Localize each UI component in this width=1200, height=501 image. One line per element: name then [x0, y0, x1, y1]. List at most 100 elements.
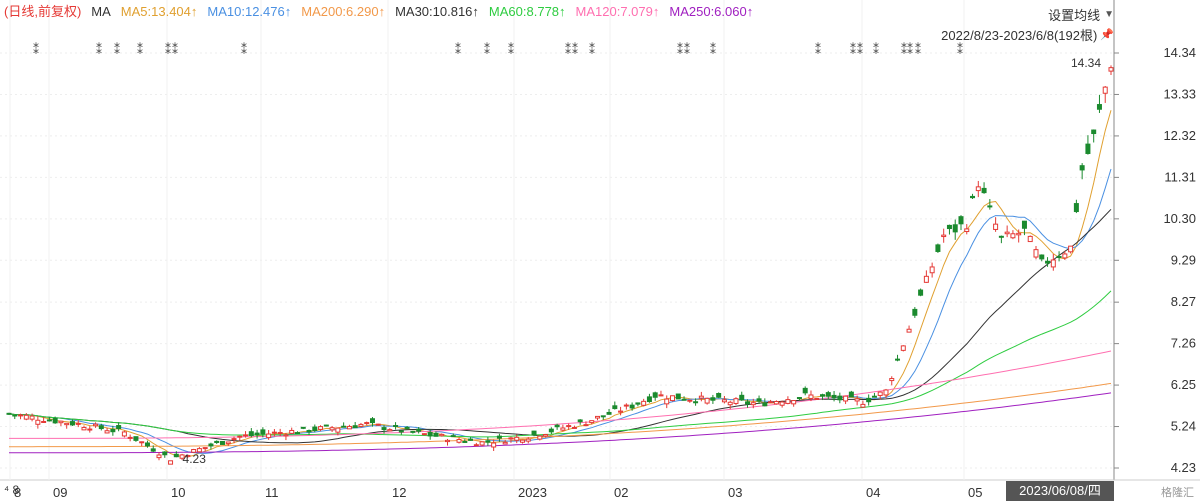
- candle-body: [958, 216, 964, 225]
- candle-body: [1033, 249, 1039, 258]
- x-tick-label: 2023: [518, 485, 547, 500]
- ma10-legend[interactable]: MA10:12.476↑: [207, 4, 292, 19]
- pin-icon[interactable]: 📌: [1100, 29, 1114, 41]
- ma60-legend[interactable]: MA60:8.778↑: [488, 4, 566, 19]
- scroll-left-button[interactable]: ⁴ 8: [4, 483, 20, 497]
- candle-body: [179, 454, 185, 459]
- ma30-legend[interactable]: MA30:10.816↑: [395, 4, 479, 19]
- event-marker-icon[interactable]: ⁑: [96, 42, 102, 57]
- event-marker-icon[interactable]: ⁑: [815, 42, 821, 57]
- candle-body: [271, 431, 277, 434]
- event-marker-icon[interactable]: ⁑: [684, 42, 690, 57]
- candle-body: [854, 398, 860, 402]
- ma-settings-button[interactable]: 设置均线 ▼: [1048, 5, 1114, 24]
- event-marker-icon[interactable]: ⁑: [565, 42, 571, 57]
- event-marker-icon[interactable]: ⁑: [508, 42, 514, 57]
- ma-line-ma30: [8, 208, 1112, 444]
- candle-body: [375, 423, 381, 426]
- event-marker-icon[interactable]: ⁑: [137, 42, 143, 57]
- candle-body: [929, 266, 935, 274]
- candle-body: [1062, 253, 1068, 259]
- event-marker-icon[interactable]: ⁑: [710, 42, 716, 57]
- candle-body: [294, 432, 300, 435]
- candle-body: [393, 425, 399, 428]
- candle-body: [658, 394, 664, 397]
- candle-body: [704, 397, 710, 404]
- event-marker-icon[interactable]: ⁑: [165, 42, 171, 57]
- candle-body: [81, 426, 87, 431]
- candle-body: [866, 397, 872, 403]
- candle-body: [127, 436, 133, 439]
- candle-body: [462, 440, 468, 443]
- x-tick-label: 11: [265, 485, 279, 500]
- event-marker-icon[interactable]: ⁑: [907, 42, 913, 57]
- y-tick-label: 6.25: [1171, 377, 1196, 392]
- candle-body: [6, 412, 12, 415]
- ma5-legend[interactable]: MA5:13.404↑: [120, 4, 198, 19]
- candle-body: [1056, 255, 1062, 258]
- event-marker-icon[interactable]: ⁑: [873, 42, 879, 57]
- ma-line-ma200: [9, 382, 1112, 448]
- candle-body: [1050, 259, 1056, 268]
- candle-body: [571, 426, 577, 429]
- event-marker-icon[interactable]: ⁑: [455, 42, 461, 57]
- candle-body: [404, 426, 410, 429]
- candle-body: [1010, 233, 1016, 239]
- candle-body: [421, 433, 427, 436]
- candle-body: [762, 402, 768, 407]
- candle-body: [970, 195, 976, 199]
- candle-body: [64, 422, 70, 426]
- candle-body: [998, 235, 1004, 238]
- candle-body: [46, 419, 52, 422]
- candle-body: [987, 205, 993, 208]
- ma200-legend[interactable]: MA200:6.290↑: [301, 4, 386, 19]
- candle-body: [923, 275, 929, 283]
- event-marker-icon[interactable]: ⁑: [901, 42, 907, 57]
- event-marker-icon[interactable]: ⁑: [484, 42, 490, 57]
- candle-body: [560, 427, 566, 431]
- candle-body: [912, 308, 918, 316]
- event-marker-icon[interactable]: ⁑: [957, 42, 963, 57]
- candle-body: [525, 438, 531, 442]
- candle-body: [848, 391, 854, 398]
- candle-body: [750, 402, 756, 406]
- ma120-legend[interactable]: MA120:7.079↑: [575, 4, 660, 19]
- candle-body: [514, 436, 520, 441]
- candle-body: [439, 433, 445, 437]
- candle-body: [710, 397, 716, 401]
- candle-body: [208, 443, 214, 447]
- candle-body: [104, 430, 110, 434]
- candle-body: [58, 420, 64, 424]
- ma250-legend[interactable]: MA250:6.060↑: [669, 4, 754, 19]
- candle-body: [981, 187, 987, 194]
- event-marker-icon[interactable]: ⁑: [241, 42, 247, 57]
- event-marker-icon[interactable]: ⁑: [172, 42, 178, 57]
- candle-body: [768, 401, 774, 404]
- event-marker-icon[interactable]: ⁑: [677, 42, 683, 57]
- candle-body: [306, 429, 312, 433]
- candle-body: [531, 430, 537, 436]
- event-marker-icon[interactable]: ⁑: [850, 42, 856, 57]
- candle-body: [289, 429, 295, 434]
- event-marker-icon[interactable]: ⁑: [915, 42, 921, 57]
- candle-body: [387, 429, 393, 432]
- candle-body: [779, 401, 785, 406]
- candle-body: [456, 438, 462, 443]
- event-marker-icon[interactable]: ⁑: [33, 42, 39, 57]
- candle-body: [23, 414, 29, 420]
- candle-body: [196, 448, 202, 453]
- candle-body: [900, 345, 906, 351]
- candle-body: [721, 399, 727, 403]
- ma-line-ma250: [9, 392, 1112, 454]
- candle-body: [739, 394, 745, 401]
- candle-body: [381, 427, 387, 431]
- event-marker-icon[interactable]: ⁑: [572, 42, 578, 57]
- candle-body: [219, 440, 225, 445]
- event-marker-icon[interactable]: ⁑: [114, 42, 120, 57]
- event-marker-icon[interactable]: ⁑: [589, 42, 595, 57]
- event-marker-icon[interactable]: ⁑: [857, 42, 863, 57]
- x-tick-label: 04: [866, 485, 880, 500]
- candle-body: [589, 420, 595, 424]
- crosshair-date-badge: 2023/06/08/四: [1006, 481, 1114, 501]
